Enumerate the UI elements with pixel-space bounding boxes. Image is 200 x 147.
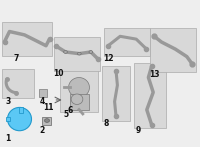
- Text: 13: 13: [149, 70, 159, 80]
- FancyBboxPatch shape: [60, 68, 98, 112]
- Circle shape: [64, 51, 67, 53]
- Text: 5: 5: [63, 110, 69, 119]
- Circle shape: [77, 52, 81, 55]
- Circle shape: [89, 51, 93, 53]
- FancyBboxPatch shape: [2, 69, 34, 98]
- Text: 6: 6: [67, 106, 73, 115]
- FancyBboxPatch shape: [54, 37, 100, 71]
- Ellipse shape: [8, 107, 32, 131]
- Bar: [6, 117, 10, 121]
- Text: 12: 12: [103, 54, 113, 63]
- FancyBboxPatch shape: [2, 22, 52, 56]
- FancyBboxPatch shape: [104, 28, 150, 56]
- Ellipse shape: [69, 78, 89, 97]
- Text: 11: 11: [43, 103, 53, 112]
- Circle shape: [44, 119, 50, 122]
- Text: 2: 2: [39, 126, 45, 135]
- Bar: [42, 117, 51, 125]
- FancyBboxPatch shape: [102, 66, 130, 121]
- FancyBboxPatch shape: [134, 63, 166, 128]
- Text: 7: 7: [13, 54, 19, 63]
- FancyBboxPatch shape: [150, 28, 196, 72]
- Text: 4: 4: [39, 97, 45, 106]
- Bar: [39, 89, 46, 97]
- Bar: [19, 107, 23, 113]
- Text: 10: 10: [53, 69, 63, 78]
- Ellipse shape: [71, 94, 83, 105]
- Text: 3: 3: [5, 97, 11, 106]
- Text: 1: 1: [5, 134, 11, 143]
- Text: 9: 9: [135, 126, 141, 135]
- Bar: [70, 94, 88, 110]
- Text: 8: 8: [103, 119, 109, 128]
